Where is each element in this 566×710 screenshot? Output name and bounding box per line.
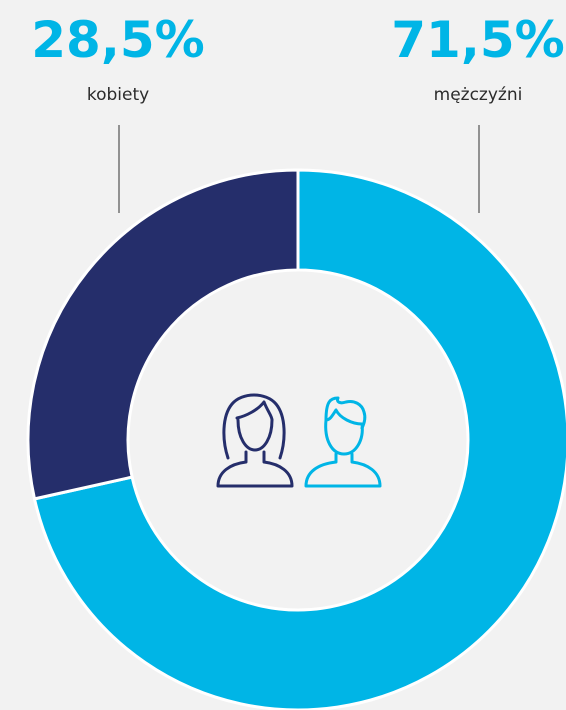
category-label: kobiety xyxy=(87,85,149,105)
labels: 28,5% kobiety 71,5% mężczyźni xyxy=(31,11,565,213)
donut-slice xyxy=(32,168,566,710)
man-icon xyxy=(304,396,382,488)
value-label: 28,5% xyxy=(31,11,204,69)
donut-slice xyxy=(26,168,300,501)
woman-icon xyxy=(216,393,294,488)
donut xyxy=(26,168,566,710)
value-label: 71,5% xyxy=(391,11,564,69)
category-label: mężczyźni xyxy=(434,85,523,105)
